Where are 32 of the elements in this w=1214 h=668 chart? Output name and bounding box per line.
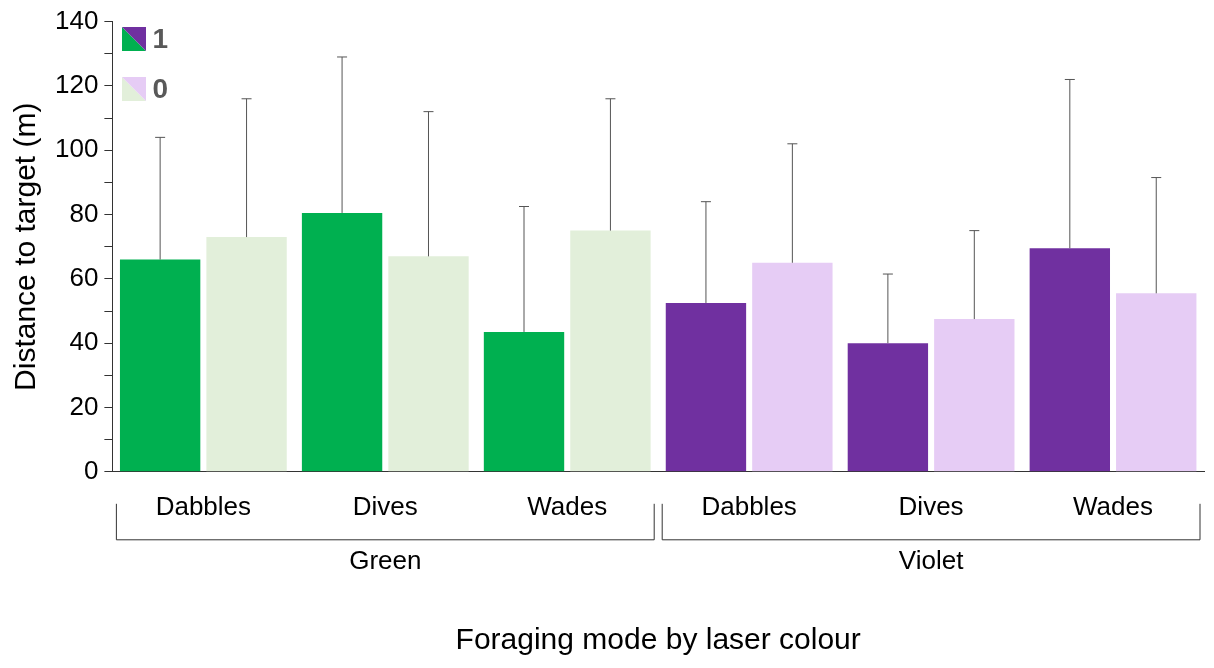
x-tick-label: Wades (527, 490, 608, 521)
bar (119, 259, 201, 472)
text: Green (349, 544, 422, 575)
x-tick-label: Dabbles (155, 490, 252, 521)
bar (206, 237, 287, 472)
y-axis-title: Distance to target (m) (8, 102, 42, 391)
bar (665, 302, 747, 472)
y-tick-label: 20 (69, 390, 99, 421)
legend-label: 1 (152, 22, 168, 54)
y-tick-label: 40 (69, 326, 99, 357)
y-tick-label: 0 (83, 454, 99, 485)
x-tick-label: Wades (1073, 490, 1154, 521)
y-tick-label: 100 (54, 133, 99, 164)
bar (483, 331, 565, 472)
bar (934, 319, 1015, 472)
x-axis-title: Foraging mode by laser colour (455, 622, 861, 656)
bar (847, 343, 929, 472)
y-tick-label: 60 (69, 262, 99, 293)
bar (570, 230, 651, 472)
y-tick-label: 120 (54, 69, 99, 100)
x-tick-label: Dives (352, 490, 418, 521)
bar (752, 262, 833, 472)
bar (301, 212, 383, 472)
bar (388, 256, 469, 472)
bar (1029, 248, 1111, 472)
y-tick-label: 140 (54, 4, 99, 35)
y-tick-label: 80 (69, 197, 99, 228)
x-tick-label: Dives (898, 490, 964, 521)
legend-label: 0 (152, 72, 168, 104)
x-tick-label: Dabbles (701, 490, 797, 521)
text: Violet (898, 544, 965, 575)
bar (1116, 293, 1197, 472)
